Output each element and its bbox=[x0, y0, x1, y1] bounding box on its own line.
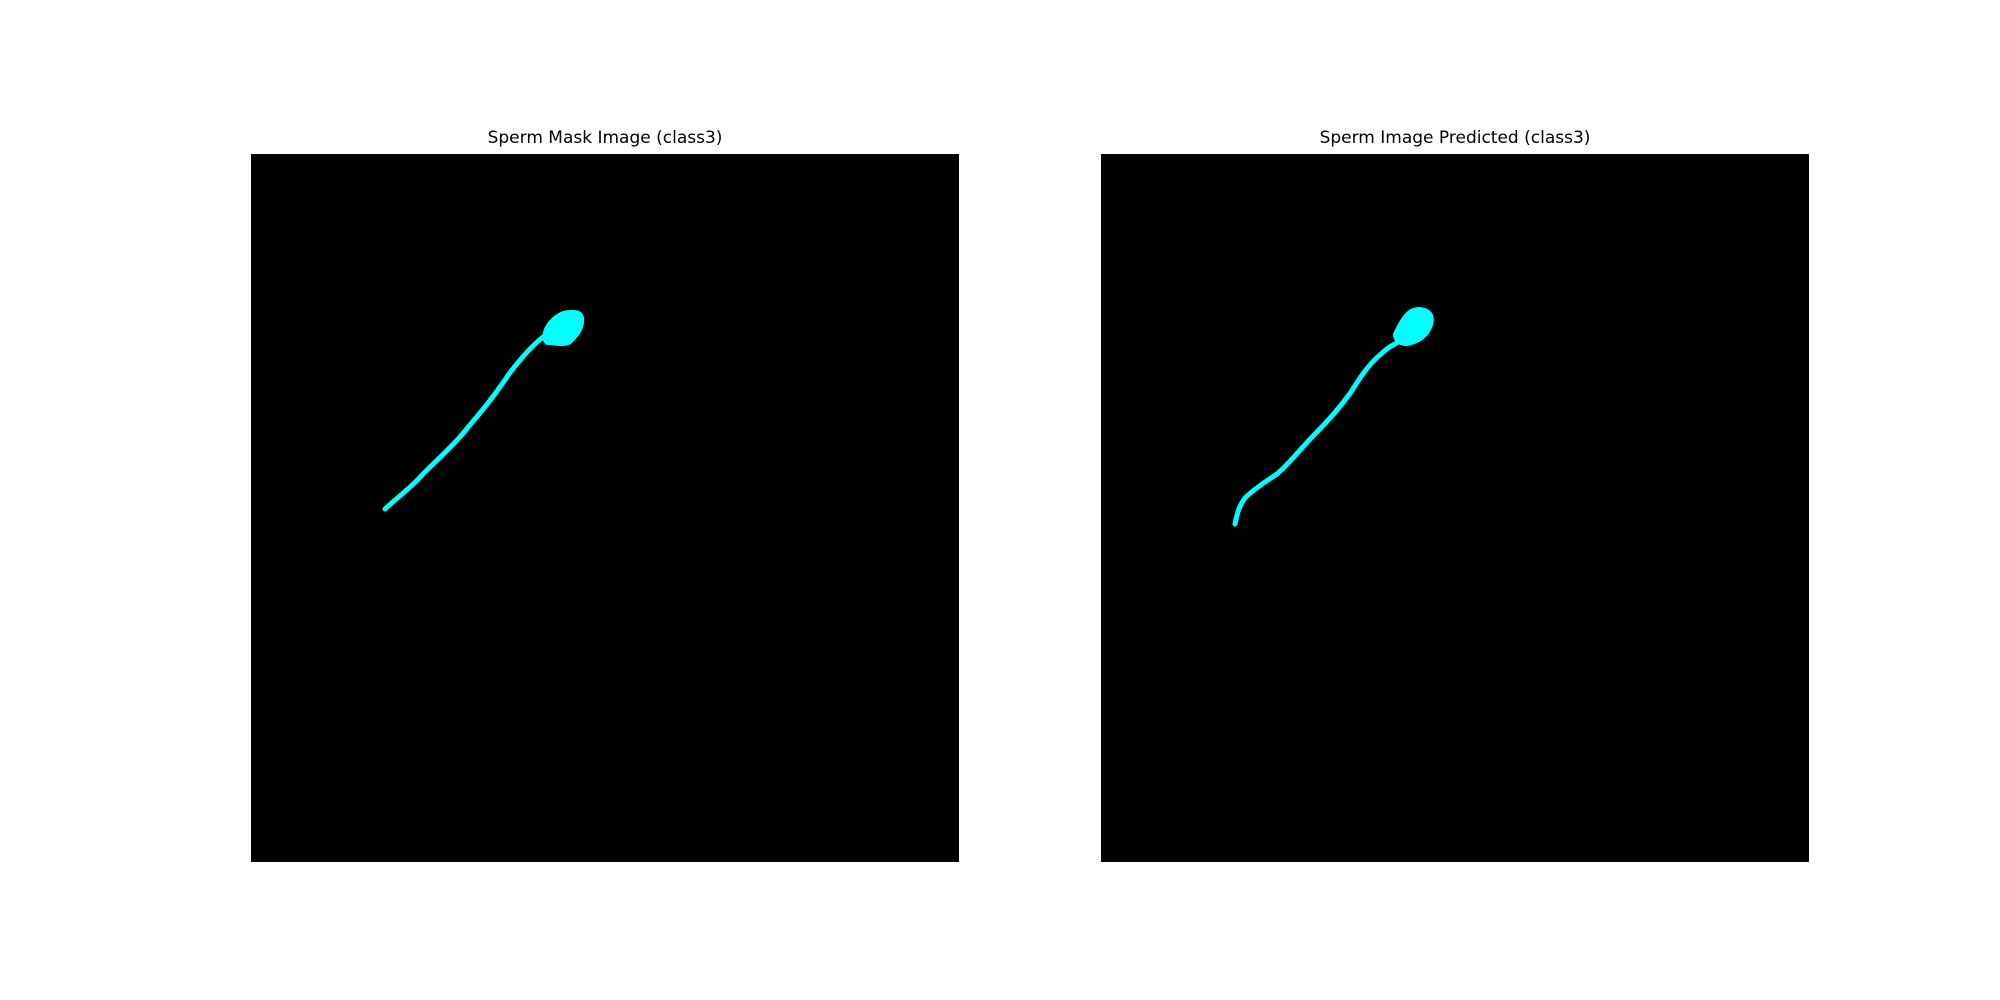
predicted-image bbox=[1101, 154, 1809, 862]
sperm-tail-prediction bbox=[1232, 327, 1422, 527]
predicted-image-title: Sperm Image Predicted (class3) bbox=[1319, 128, 1591, 148]
sperm-head-prediction bbox=[1393, 307, 1434, 346]
mask-image-canvas bbox=[251, 154, 959, 862]
mask-image bbox=[251, 154, 959, 862]
mask-image-title: Sperm Mask Image (class3) bbox=[487, 128, 723, 148]
predicted-image-canvas bbox=[1101, 154, 1809, 862]
sperm-head-mask bbox=[542, 310, 585, 347]
